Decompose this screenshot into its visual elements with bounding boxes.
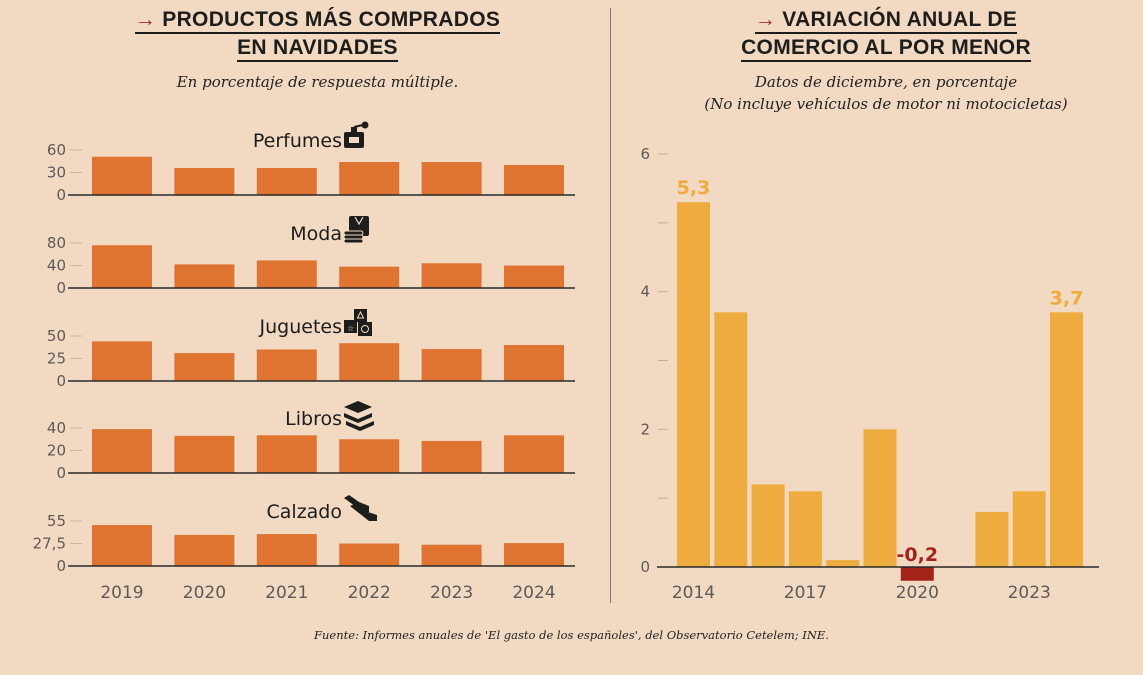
bar-libros-2022 [339, 439, 400, 473]
right-title-line2: COMERCIO AL POR MENOR [741, 35, 1031, 62]
x-tick-label: 2020 [183, 583, 226, 603]
y-tick-label: 0 [640, 558, 650, 576]
bar-calzado-2019 [92, 525, 152, 566]
arrow-icon: → [754, 8, 777, 31]
panel-title: Perfumes [253, 130, 342, 152]
bar-calzado-2024 [504, 543, 564, 566]
bar-moda-2020 [174, 264, 235, 288]
panel-title: Moda [290, 223, 342, 245]
bar-2018 [826, 560, 860, 567]
bar-2019 [863, 429, 897, 567]
bar-2017 [788, 491, 822, 567]
bar-perfumes-2021 [256, 168, 317, 195]
panel-title: Juguetes [259, 316, 342, 338]
y-tick-label: 50 [47, 327, 66, 345]
x-tick-label: 2022 [348, 583, 391, 603]
left-chart-title: → PRODUCTOS MÁS COMPRADOS EN NAVIDADES [40, 6, 595, 62]
y-tick-label: 80 [47, 234, 66, 252]
bar-libros-2024 [504, 435, 564, 473]
panel-title: Libros [285, 408, 342, 430]
bar-2016 [751, 484, 785, 567]
y-tick-label: 0 [56, 464, 66, 482]
bar-calzado-2020 [174, 534, 235, 566]
bar-juguetes-2023 [421, 349, 482, 381]
y-tick-label: 0 [56, 372, 66, 390]
clothing-icon [343, 216, 369, 244]
source-note: Fuente: Informes anuales de 'El gasto de… [314, 628, 829, 642]
shoes-icon [344, 495, 377, 521]
y-tick-label: 0 [56, 557, 66, 575]
x-tick-label: 2021 [265, 583, 308, 603]
x-tick-label: 2014 [672, 583, 715, 603]
bar-2015 [714, 312, 748, 567]
right-chart-subtitle: Datos de diciembre, en porcentaje (No in… [620, 71, 1143, 115]
arrow-icon: → [134, 8, 157, 31]
y-tick-label: 55 [47, 512, 66, 530]
x-tick-label: 2024 [512, 583, 555, 603]
svg-text:☆: ☆ [347, 324, 354, 333]
bar-2014 [677, 202, 710, 567]
bar-calzado-2022 [339, 543, 400, 566]
bar-2020 [900, 567, 934, 581]
bar-2022 [975, 511, 1009, 567]
x-tick-label: 2017 [784, 583, 827, 603]
bar-perfumes-2020 [174, 168, 235, 195]
perfume-icon [344, 121, 369, 148]
bar-juguetes-2019 [92, 341, 152, 381]
bar-moda-2021 [256, 260, 317, 288]
right-subtitle-line2: (No incluye vehículos de motor ni motoci… [704, 95, 1068, 113]
x-tick-label: 2019 [100, 583, 143, 603]
bar-calzado-2023 [421, 544, 482, 566]
bar-calzado-2021 [256, 534, 317, 566]
right-subtitle-line1: Datos de diciembre, en porcentaje [754, 73, 1018, 91]
y-tick-label: 4 [640, 283, 650, 301]
bar-juguetes-2021 [256, 349, 317, 381]
y-tick-label: 60 [47, 141, 66, 159]
left-title-line2: EN NAVIDADES [237, 35, 398, 62]
right-chart-title: → VARIACIÓN ANUAL DE COMERCIO AL POR MEN… [620, 6, 1143, 62]
y-tick-label: 2 [640, 420, 650, 438]
y-tick-label: 25 [47, 350, 66, 368]
bar-juguetes-2020 [174, 353, 235, 381]
toy-blocks-icon: ☆ [344, 309, 372, 336]
left-chart-subtitle: En porcentaje de respuesta múltiple. [176, 73, 459, 91]
left-title-line1: PRODUCTOS MÁS COMPRADOS [162, 8, 501, 31]
y-tick-label: 0 [56, 186, 66, 204]
books-icon [344, 401, 374, 431]
y-tick-label: 40 [47, 419, 66, 437]
y-tick-label: 40 [47, 257, 66, 275]
bar-juguetes-2024 [504, 345, 564, 381]
bar-moda-2022 [339, 266, 400, 288]
bar-juguetes-2022 [339, 343, 400, 381]
bar-libros-2020 [174, 435, 235, 473]
x-tick-label: 2023 [1008, 583, 1051, 603]
bar-perfumes-2019 [92, 156, 152, 195]
bar-libros-2023 [421, 440, 482, 473]
bar-moda-2023 [421, 263, 482, 288]
x-tick-label: 2023 [430, 583, 473, 603]
y-tick-label: 30 [47, 164, 66, 182]
data-label: 3,7 [1050, 287, 1084, 309]
y-tick-label: 20 [47, 442, 66, 460]
panel-title: Calzado [267, 501, 343, 523]
right-title-line1: VARIACIÓN ANUAL DE [782, 8, 1018, 31]
y-tick-label: 0 [56, 279, 66, 297]
bar-libros-2021 [256, 435, 317, 473]
x-tick-label: 2020 [896, 583, 939, 603]
data-label: -0,2 [897, 544, 939, 566]
bar-perfumes-2023 [421, 162, 482, 195]
y-tick-label: 6 [640, 145, 650, 163]
bar-2023 [1012, 491, 1046, 567]
bar-moda-2024 [504, 265, 564, 288]
bar-libros-2019 [92, 429, 152, 473]
bar-2024 [1050, 312, 1083, 567]
data-label: 5,3 [677, 177, 711, 199]
bar-perfumes-2022 [339, 162, 400, 195]
bar-perfumes-2024 [504, 165, 564, 195]
divider [610, 8, 611, 603]
y-tick-label: 27,5 [33, 535, 66, 553]
bar-moda-2019 [92, 245, 152, 288]
